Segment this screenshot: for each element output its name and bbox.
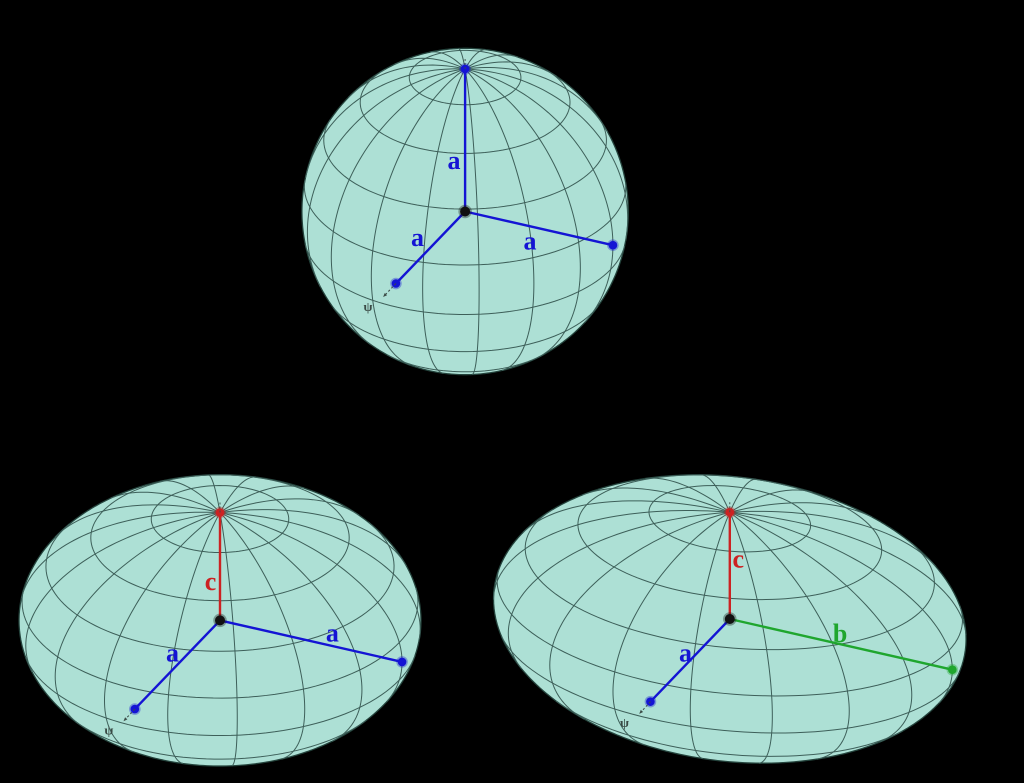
svg-text:b: b <box>833 619 847 648</box>
svg-text:c: c <box>205 567 217 596</box>
svg-text:ψ: ψ <box>104 723 113 738</box>
svg-text:a: a <box>411 223 424 252</box>
svg-text:ψ: ψ <box>363 299 372 314</box>
svg-text:a: a <box>524 226 537 255</box>
svg-text:c: c <box>733 545 745 574</box>
svg-text:a: a <box>448 146 461 175</box>
svg-text:a: a <box>326 619 339 648</box>
svg-text:a: a <box>679 638 692 667</box>
svg-text:ψ: ψ <box>620 715 629 730</box>
svg-text:a: a <box>166 639 179 668</box>
